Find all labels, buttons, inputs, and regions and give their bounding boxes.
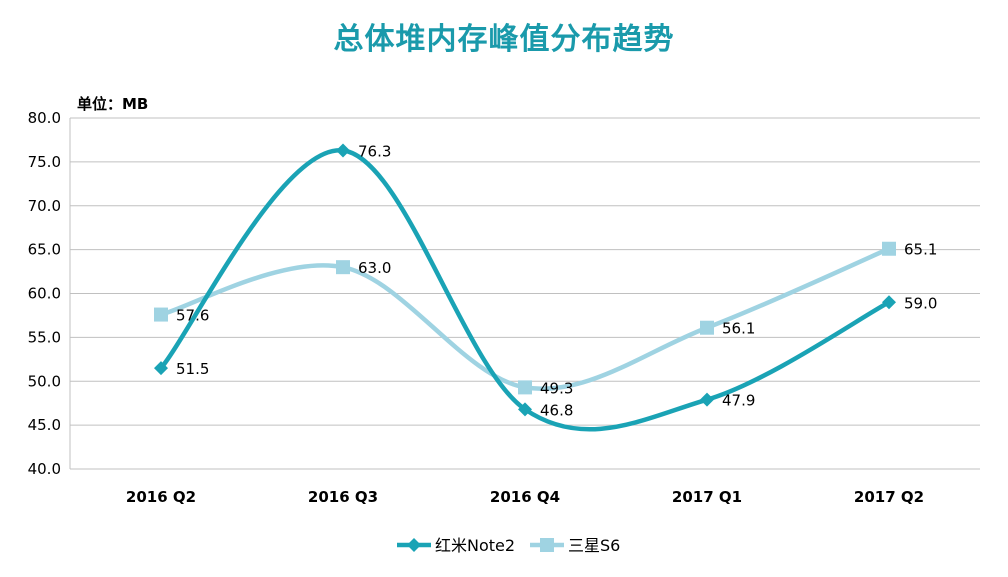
y-tick-label: 55.0 [28,328,61,346]
data-point [154,361,168,376]
data-point [154,307,168,322]
y-tick-label: 45.0 [28,416,61,434]
y-tick-label: 65.0 [28,241,61,259]
y-axis: 40.0 45.0 50.0 55.0 60.0 65.0 70.0 75.0 80.0 [28,109,71,478]
y-tick-label: 50.0 [28,372,61,390]
data-label: 57.6 [176,307,209,325]
data-point [336,260,350,275]
data-labels: 57.6 63.0 49.3 56.1 65.1 51.5 76.3 46.8 47.9 59.0 [176,142,937,419]
data-point [882,241,896,256]
data-label: 56.1 [722,320,755,338]
data-label: 49.3 [540,379,573,397]
y-tick-label: 70.0 [28,197,61,215]
grid-lines [70,117,980,470]
data-point [518,402,532,417]
data-label: 59.0 [904,294,937,312]
x-tick-label: 2017 Q1 [672,488,742,506]
legend-marker [407,538,421,552]
data-point [700,320,714,335]
chart-title: 总体堆内存峰值分布趋势 [333,22,675,57]
data-point [700,392,714,407]
data-point [336,143,350,158]
data-label: 76.3 [358,142,391,160]
data-point [518,380,532,395]
x-tick-label: 2016 Q3 [308,488,378,506]
y-tick-label: 60.0 [28,285,61,303]
data-label: 46.8 [540,401,573,419]
data-label: 47.9 [722,392,755,410]
unit-label: 单位：MB [77,95,149,113]
x-axis: 2016 Q2 2016 Q3 2016 Q4 2017 Q1 2017 Q2 [126,488,924,506]
y-tick-label: 80.0 [28,109,61,127]
data-label: 63.0 [358,259,391,277]
legend-label: 三星S6 [568,536,620,555]
x-tick-label: 2016 Q2 [126,488,196,506]
legend-label: 红米Note2 [435,536,515,555]
data-label: 51.5 [176,360,209,378]
y-tick-label: 75.0 [28,153,61,171]
legend-marker [540,538,554,552]
x-tick-label: 2016 Q4 [490,488,560,506]
series-markers [154,143,896,417]
legend: 红米Note2 三星S6 [397,536,620,555]
data-label: 65.1 [904,241,937,259]
x-tick-label: 2017 Q2 [854,488,924,506]
y-tick-label: 40.0 [28,460,61,478]
series-line-0 [158,148,892,432]
data-point [882,295,896,310]
